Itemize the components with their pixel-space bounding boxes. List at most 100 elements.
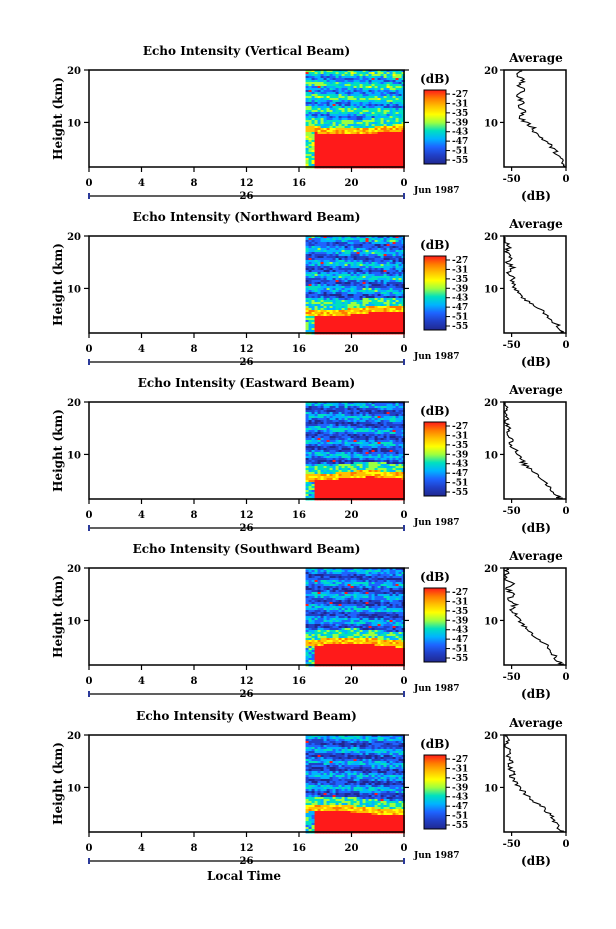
heatmap-cell [377,130,381,133]
heatmap-cell [314,296,318,299]
heatmap-cell [380,248,384,251]
heatmap-cell [365,246,369,249]
heatmap-cell [359,266,363,269]
heatmap-cell [374,462,378,465]
heatmap-cell [374,324,378,327]
heatmap-cell [374,128,378,131]
heatmap-cell [329,462,333,465]
heatmap-cell [311,236,315,239]
heatmap-cell [323,312,327,315]
heatmap-cell [380,114,384,117]
heatmap-cell [335,496,339,499]
x-tick-label: 0 [401,344,408,355]
heatmap-cell [311,412,315,415]
heatmap-cell [311,496,315,499]
heatmap-cell [335,284,339,287]
heatmap-cell [371,240,375,243]
heatmap-cell [389,88,393,91]
heatmap-cell [305,70,309,73]
heatmap-cell [386,424,390,427]
colorbar-label: -27 [452,256,468,266]
heatmap-cell [323,482,327,485]
heatmap-cell [356,452,360,455]
heatmap-cell [389,328,393,331]
heatmap-cell [308,110,312,113]
heatmap-cell [317,454,321,457]
heatmap-cell [368,440,372,443]
heatmap-cell [380,130,384,133]
heatmap-cell [356,112,360,115]
heatmap-cell [380,260,384,263]
heatmap-cell [344,144,348,147]
heatmap-cell [359,122,363,125]
heatmap-cell [332,324,336,327]
heatmap-cell [338,264,342,267]
heatmap-cell [347,412,351,415]
heatmap-cell [350,140,354,143]
heatmap-cell [314,102,318,105]
heatmap-cell [398,252,402,255]
heatmap-cell [329,238,333,241]
heatmap-cell [365,70,369,73]
heatmap-cell [386,238,390,241]
heatmap-cell [338,160,342,163]
heatmap-cell [374,330,378,333]
heatmap-cell [374,474,378,477]
heatmap-cell [338,488,342,491]
heatmap-cell [362,104,366,107]
heatmap-cell [368,142,372,145]
heatmap-cell [347,296,351,299]
heatmap-cell [362,106,366,109]
heatmap-cell [353,478,357,481]
heatmap-cell [365,290,369,293]
heatmap-cell [386,330,390,333]
heatmap-cell [362,456,366,459]
heatmap-cell [368,250,372,253]
heatmap-cell [323,134,327,137]
heatmap-cell [374,424,378,427]
heatmap-cell [395,420,399,423]
heatmap-cell [320,144,324,147]
heatmap-cell [398,250,402,253]
heatmap-cell [332,426,336,429]
heatmap-cell [341,94,345,97]
heatmap-cell [371,426,375,429]
heatmap-cell [359,108,363,111]
heatmap-cell [344,248,348,251]
heatmap-cell [362,460,366,463]
heatmap-cell [353,424,357,427]
heatmap-cell [365,454,369,457]
heatmap-cell [383,246,387,249]
heatmap-cell [320,132,324,135]
heatmap-cell [368,92,372,95]
heatmap-cell [317,258,321,261]
heatmap-cell [386,434,390,437]
heatmap-cell [347,476,351,479]
colorbar-label: -47 [452,303,468,313]
heatmap-cell [374,464,378,467]
heatmap-cell [365,116,369,119]
heatmap-cell [305,254,309,257]
heatmap-cell [380,486,384,489]
heatmap-cell [362,122,366,125]
heatmap-cell [353,322,357,325]
heatmap-cell [359,418,363,421]
heatmap-cell [323,456,327,459]
heatmap-cell [371,418,375,421]
heatmap-cell [365,476,369,479]
heatmap-cell [341,138,345,141]
heatmap-cell [317,126,321,129]
heatmap-cell [398,148,402,151]
heatmap-cell [359,434,363,437]
heatmap-cell [314,438,318,441]
heatmap-cell [380,428,384,431]
heatmap-cell [314,490,318,493]
heatmap-cell [368,300,372,303]
heatmap-cell [329,88,333,91]
heatmap-cell [335,90,339,93]
heatmap-cell [332,282,336,285]
heatmap-cell [362,80,366,83]
heatmap-cell [371,244,375,247]
heatmap-cell [341,292,345,295]
heatmap-cell [338,308,342,311]
